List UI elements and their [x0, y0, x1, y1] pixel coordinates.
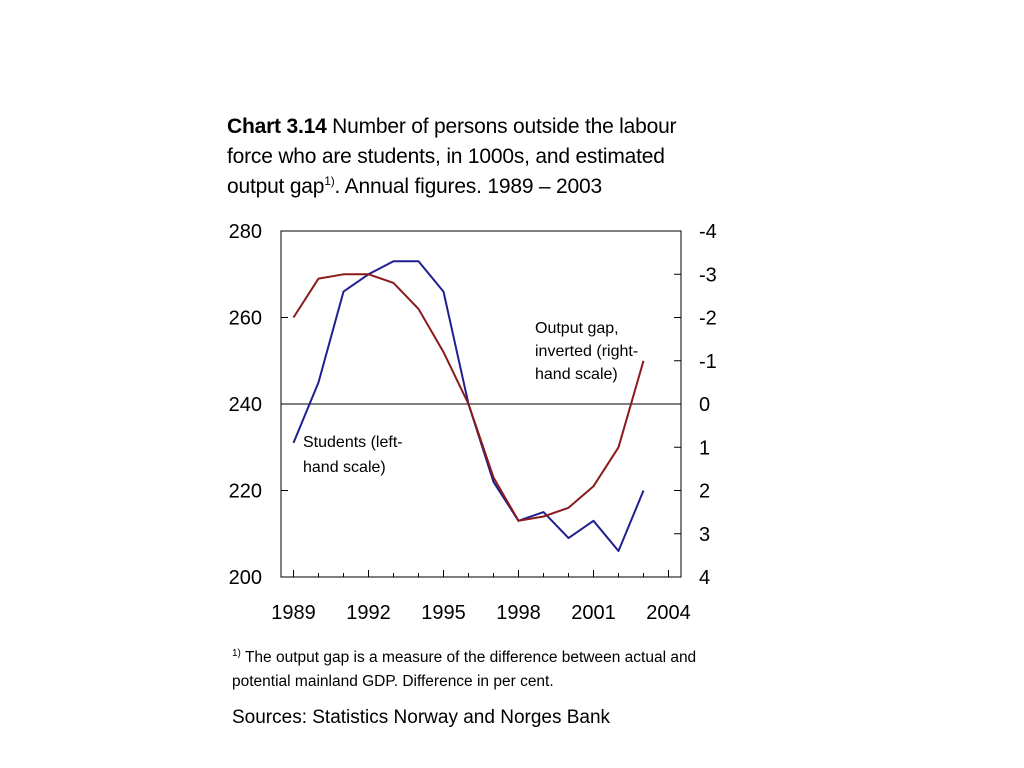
x-axis-tick-label: 1995 — [421, 602, 466, 624]
x-axis-tick-label: 2001 — [571, 602, 616, 624]
right-axis-tick-label: 2 — [699, 481, 710, 503]
output-gap-series-line — [292, 273, 645, 522]
footnote: 1) The output gap is a measure of the di… — [232, 646, 712, 694]
output-gap-series-label: inverted (right- — [535, 343, 638, 360]
output-gap-series-label: Output gap, — [535, 320, 619, 337]
right-axis-tick-label: -4 — [699, 221, 717, 243]
left-axis-tick-label: 260 — [229, 308, 262, 330]
line-chart: 280 260 240 220 200 -4 -3 -2 -1 0 1 2 3 4 1989 1992 1995… — [229, 221, 717, 624]
right-axis-tick-label: 3 — [699, 524, 710, 546]
students-series-label: Students (left- — [303, 434, 403, 451]
output-gap-series-label: hand scale) — [535, 366, 618, 383]
footnote-marker: 1) — [232, 648, 241, 659]
title-line3-pre: output gap — [227, 175, 325, 198]
left-axis-tick-label: 240 — [229, 394, 262, 416]
right-axis-tick-label: -3 — [699, 264, 717, 286]
x-axis-tick-label: 1998 — [496, 602, 541, 624]
chart-number: Chart 3.14 — [227, 115, 327, 138]
right-axis-tick-label: -2 — [699, 308, 717, 330]
sources-note: Sources: Statistics Norway and Norges Ba… — [232, 707, 611, 728]
title-footnote-marker: 1) — [324, 174, 335, 188]
x-axis-tick-label: 1992 — [346, 602, 391, 624]
students-series-label: hand scale) — [303, 459, 386, 476]
x-axis-tick-label: 1989 — [271, 602, 316, 624]
left-axis-tick-label: 280 — [229, 221, 262, 243]
x-axis-tick-label: 2004 — [646, 602, 691, 624]
title-line1: Number of persons outside the labour — [326, 115, 677, 138]
title-line2: force who are students, in 1000s, and es… — [227, 145, 665, 168]
right-axis-tick-label: -1 — [699, 351, 717, 373]
chart-title: Chart 3.14 Number of persons outside the… — [227, 112, 707, 202]
title-line3-post: . Annual figures. 1989 – 2003 — [334, 175, 603, 198]
left-axis-tick-label: 220 — [229, 481, 262, 503]
left-axis-tick-label: 200 — [229, 567, 262, 589]
footnote-text: The output gap is a measure of the diffe… — [232, 649, 697, 690]
right-axis-tick-label: 0 — [699, 394, 710, 416]
right-axis-tick-label: 4 — [699, 567, 710, 589]
right-axis-tick-label: 1 — [699, 437, 710, 459]
